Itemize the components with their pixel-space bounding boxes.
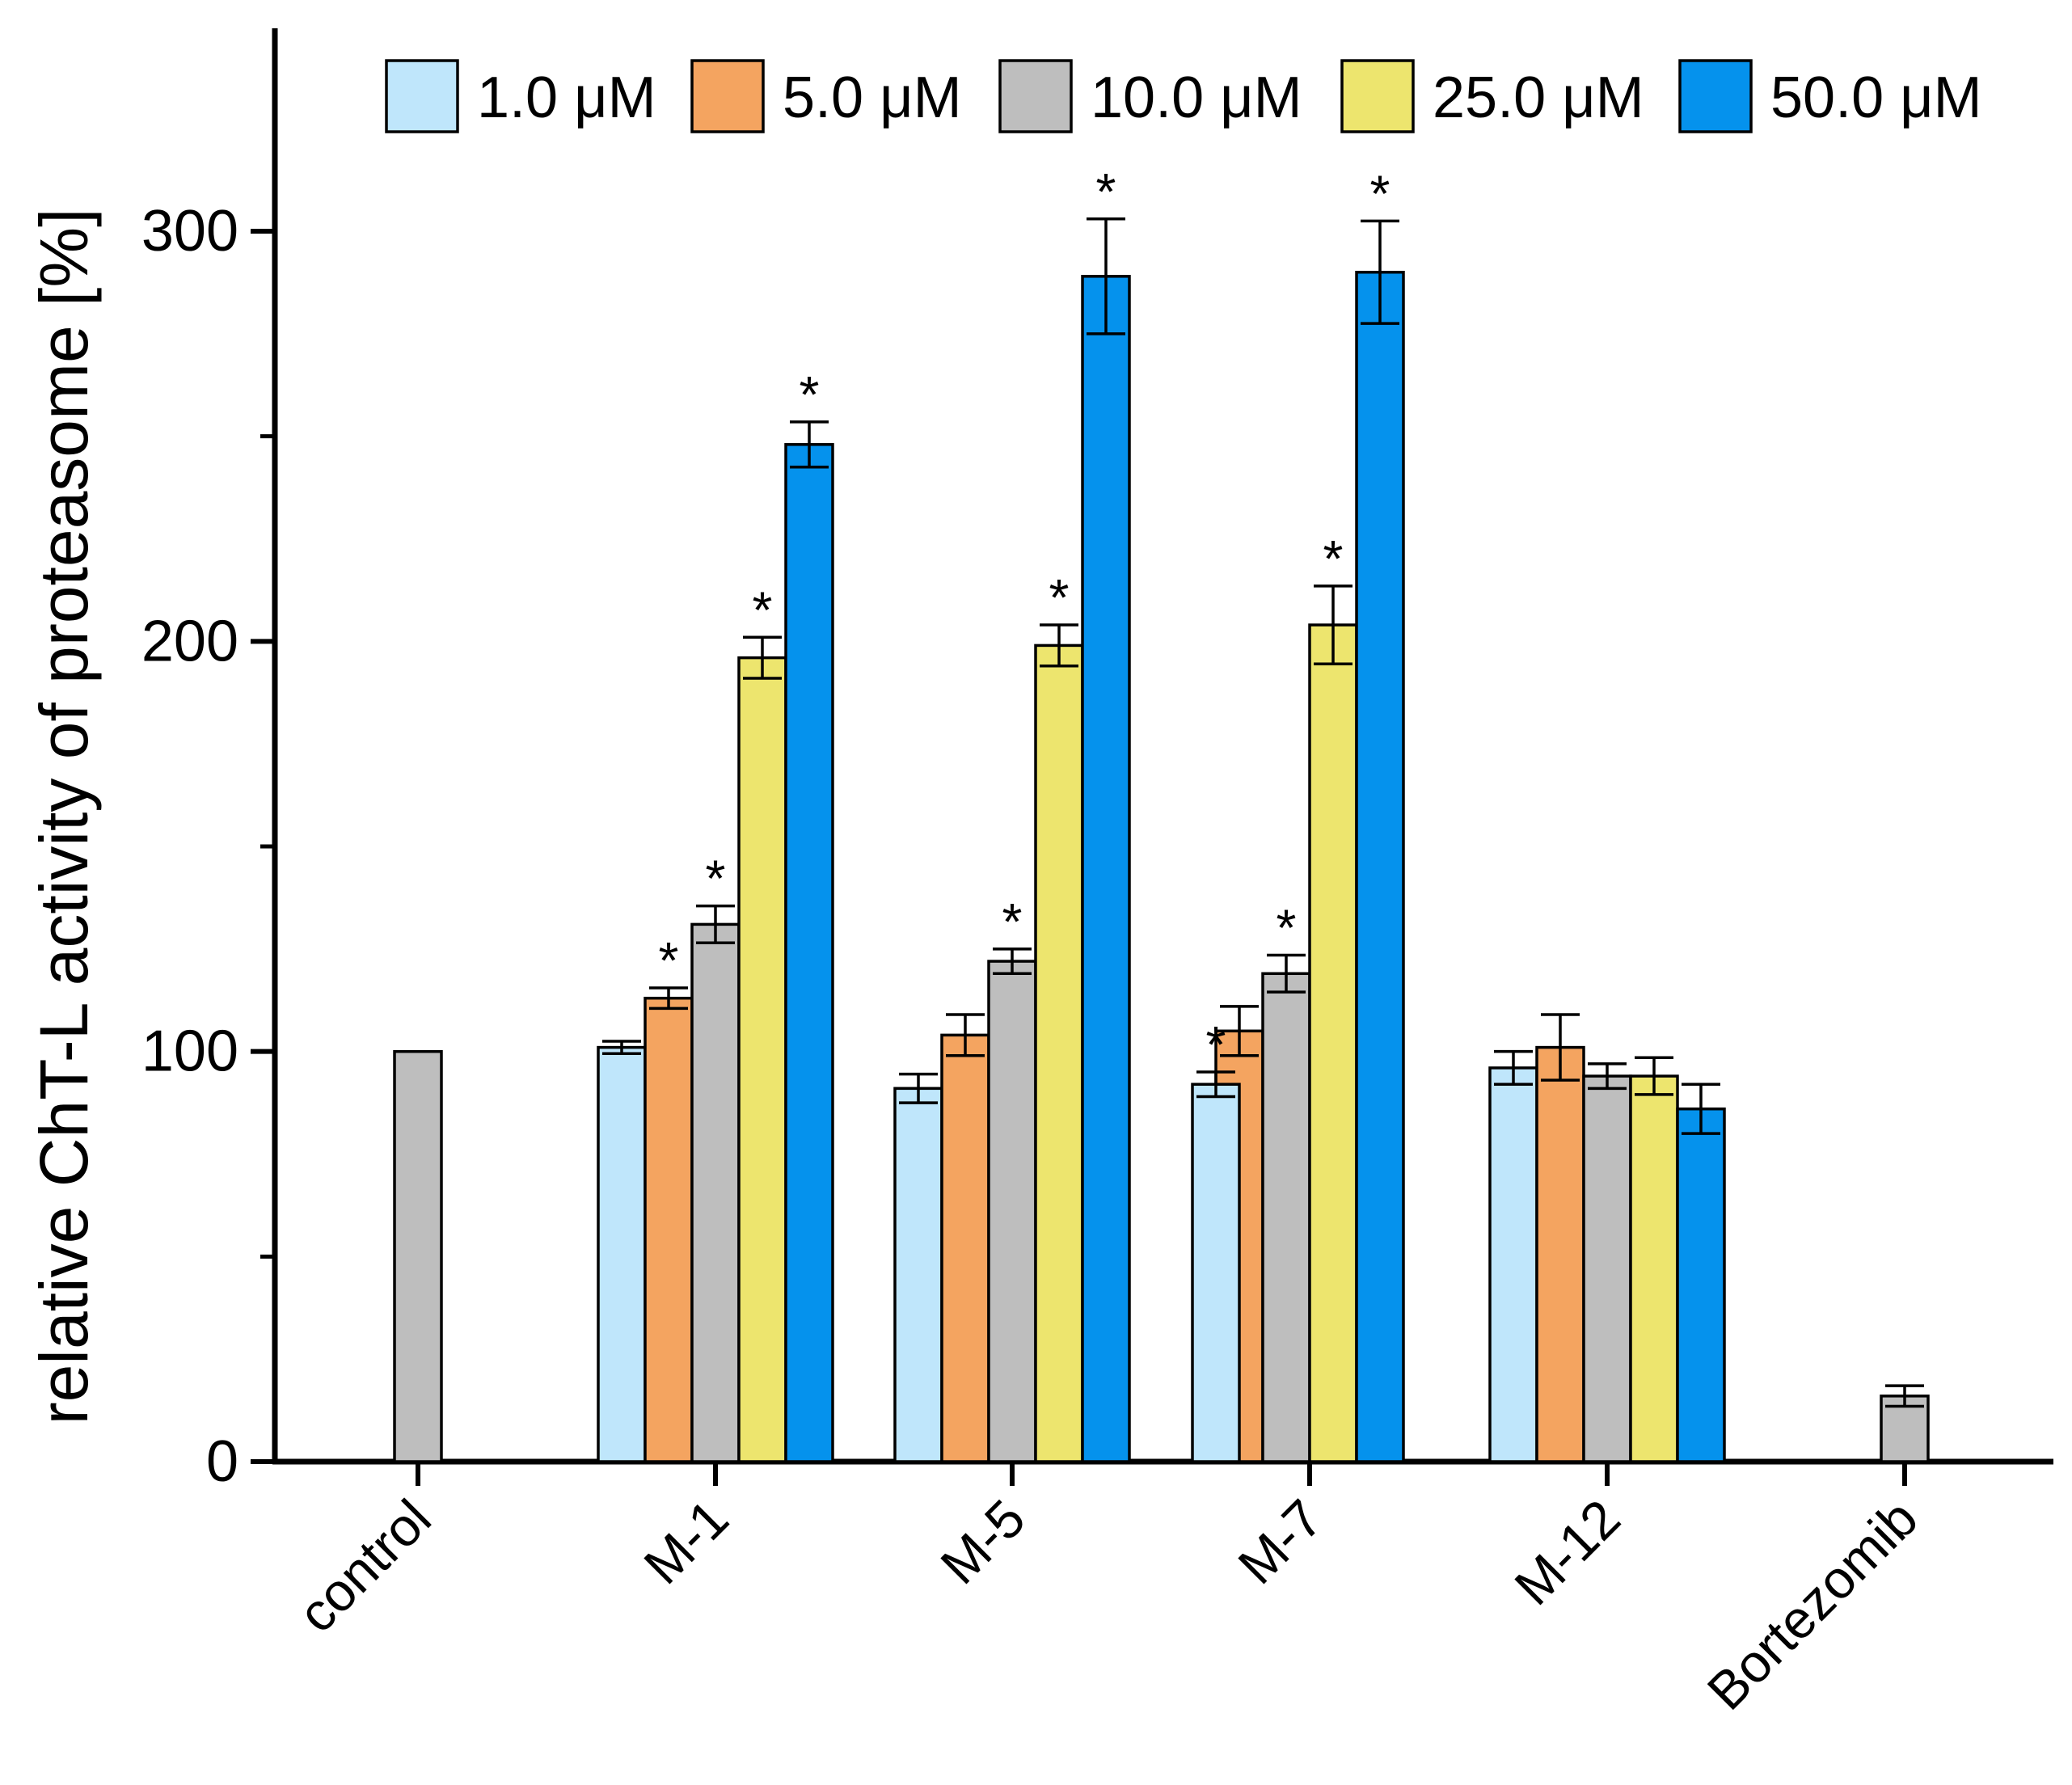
bar [393, 1049, 443, 1463]
x-tick-label: Bortezomib [1696, 1488, 1929, 1721]
bar [1535, 1045, 1585, 1463]
legend-swatch [1678, 59, 1753, 133]
significance-star: * [1323, 530, 1344, 588]
bar [987, 960, 1037, 1463]
legend-swatch [998, 59, 1073, 133]
y-axis-label: relative ChT-L activity of proteasome [%… [26, 209, 102, 1425]
bar [597, 1045, 647, 1463]
bar [644, 996, 694, 1463]
axes [272, 28, 2053, 1465]
bar [1629, 1074, 1679, 1463]
bar [1308, 623, 1358, 1463]
bar [1355, 270, 1405, 1463]
significance-star: * [1277, 898, 1297, 956]
bars: * * * * * * * * * * * [393, 162, 1930, 1463]
significance-star: * [1370, 164, 1390, 222]
significance-star: * [753, 580, 773, 639]
legend-label: 50.0 μM [1770, 65, 1982, 130]
significance-star: * [1096, 162, 1116, 221]
significance-star: * [1002, 892, 1023, 951]
bar [737, 656, 787, 1463]
bar [1261, 972, 1311, 1463]
y-tick-label: 0 [206, 1429, 238, 1494]
bar [1676, 1107, 1726, 1463]
legend-label: 10.0 μM [1091, 65, 1302, 130]
significance-star: * [706, 850, 726, 908]
bar [1034, 644, 1084, 1463]
bar [784, 443, 834, 1463]
x-tick-label: M-7 [1226, 1488, 1334, 1596]
x-tick-label: M-5 [929, 1488, 1036, 1596]
bar [1191, 1082, 1241, 1463]
y-tick-label: 200 [141, 609, 238, 673]
bar [893, 1087, 943, 1463]
x-tick-label: M-12 [1503, 1488, 1631, 1617]
y-tick-label: 100 [141, 1019, 238, 1084]
bar [1488, 1066, 1538, 1463]
significance-star: * [800, 365, 820, 424]
legend-swatch [690, 59, 765, 133]
legend-label: 1.0 μM [477, 65, 656, 130]
legend-label: 5.0 μM [783, 65, 962, 130]
significance-star: * [659, 931, 679, 990]
y-tick-label: 300 [141, 199, 238, 264]
bar [690, 922, 741, 1463]
x-tick-label: control [286, 1488, 441, 1644]
significance-star: * [1049, 568, 1070, 627]
bar [1582, 1074, 1632, 1463]
x-tick-label: M-1 [632, 1488, 740, 1596]
legend-swatch [385, 59, 459, 133]
bar [940, 1033, 990, 1463]
legend-swatch [1340, 59, 1415, 133]
legend: 1.0 μM 5.0 μM 10.0 μM 25.0 μM 50.0 μM [385, 59, 1982, 133]
legend-label: 25.0 μM [1433, 65, 1644, 130]
bar [1081, 275, 1131, 1463]
significance-star: * [1206, 1015, 1226, 1074]
